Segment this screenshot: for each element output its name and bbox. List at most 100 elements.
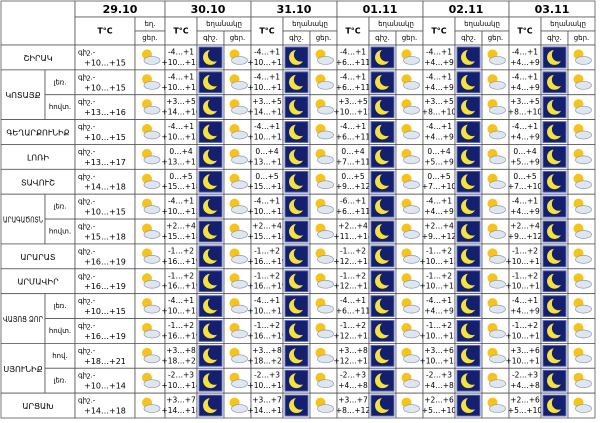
cloud [575,304,592,314]
cell [0,44,76,71]
temperature-day: +4…+9 [510,83,540,92]
cloud [489,230,506,239]
temperature-day: +10…+15 [247,207,286,216]
region-name: ՇԻՐԱԿ [23,54,52,63]
cell [336,119,370,145]
moon-shadow [207,48,222,62]
cell [508,392,542,419]
cell [0,69,46,121]
temperature-day: +7…+10 [422,182,457,191]
cell [508,44,542,71]
moon-shadow [551,371,566,385]
temperature-night: +3…+6 [424,346,454,355]
date: 01.11 [363,3,398,16]
day-label: ցեր. [316,34,332,42]
temperature-day: +12…+15 [333,282,372,291]
temperature-night: 0…+4 [427,147,451,156]
temperature-night: -4…+1 [168,296,194,305]
moon-shadow [379,147,394,162]
cell [74,243,136,270]
temperature-night: -4…+1 [512,72,538,81]
cell [336,392,370,419]
cell [0,293,46,344]
moon-shadow [551,48,566,62]
temperature-night: -1…+2 [512,246,538,255]
cloud [403,105,420,115]
temperature-night: 0…+4 [341,147,365,156]
temperature-day: +7…+10 [508,182,543,191]
temperature-night: -1…+2 [168,246,194,255]
moon-shadow [379,48,394,62]
temperature-night: -2…+3 [426,371,452,380]
temperature-night: -1…+2 [512,321,538,330]
cloud [489,80,506,90]
moon-shadow [293,296,308,311]
cloud [231,255,248,264]
moon-shadow [465,72,480,87]
moon-shadow [465,346,480,360]
cell [74,144,136,170]
temperature-day: +4…+9 [510,58,540,67]
date: 31.10 [277,3,312,16]
cloud [403,329,420,339]
moon-shadow [379,197,394,211]
cloud [143,80,161,90]
temperature: +10…+15 [84,307,126,316]
temperature-night: -1…+2 [340,246,366,255]
cloud [403,279,420,289]
cloud [403,379,420,389]
moon-shadow [551,172,566,186]
moon-shadow [293,321,308,336]
cell [0,243,76,270]
moon-shadow [465,97,480,112]
cloud [575,80,592,90]
cloud [317,205,334,214]
cloud [575,354,592,364]
cell [74,268,136,295]
row-prefix: գիշ.- [78,372,96,380]
cloud [403,80,420,90]
cell [0,342,46,394]
cell [134,144,166,170]
region-name: ԱՐՄԱՎԻՐ [17,278,59,287]
moon-shadow [465,247,480,261]
moon-shadow [207,72,222,87]
cloud [575,155,592,165]
temperature-night: -4…+1 [254,197,280,206]
temperature-night: +3…+7 [338,396,368,405]
temperature-night: -1…+2 [512,271,538,280]
temperature-night: -4…+1 [340,296,366,305]
temperature-day: +10…+12 [333,108,372,117]
cell [0,144,76,170]
temperature-night: +2…+4 [166,222,196,231]
temp-label: T°C [259,27,274,36]
cloud [489,329,506,339]
day-label: ցեր. [574,34,590,42]
row-prefix: գիշ.- [78,272,96,280]
zone-label: լեռ. [53,203,66,211]
temperature-day: +10…+15 [247,133,286,142]
temperature-day: +12…+15 [333,331,372,340]
moon-shadow [207,296,222,311]
cloud [143,354,161,364]
temperature: +14…+18 [84,183,126,192]
moon-shadow [293,222,308,236]
temperature-day: +13…+17 [247,157,286,166]
moon-shadow [465,122,480,137]
region-name: ՎԱՅՈՑ ՁՈՐ [3,315,43,324]
temperature-night: -2…+3 [254,371,280,380]
temperature-day: +16…+19 [247,282,286,291]
temperature-day: +9…+12 [422,232,457,241]
moon-shadow [207,197,222,211]
cloud [489,379,506,389]
temp-label: T°C [431,27,446,36]
temperature-night: +3…+8 [166,346,196,355]
moon-shadow [379,371,394,385]
temperature-night: -2…+3 [512,371,538,380]
temperature-night: -4…+1 [168,47,194,56]
moon-shadow [207,97,222,112]
cell [250,392,284,419]
temperature-day: +10…+15 [247,58,286,67]
temperature-night: +2…+4 [510,222,540,231]
temperature: +13…+16 [84,108,126,117]
